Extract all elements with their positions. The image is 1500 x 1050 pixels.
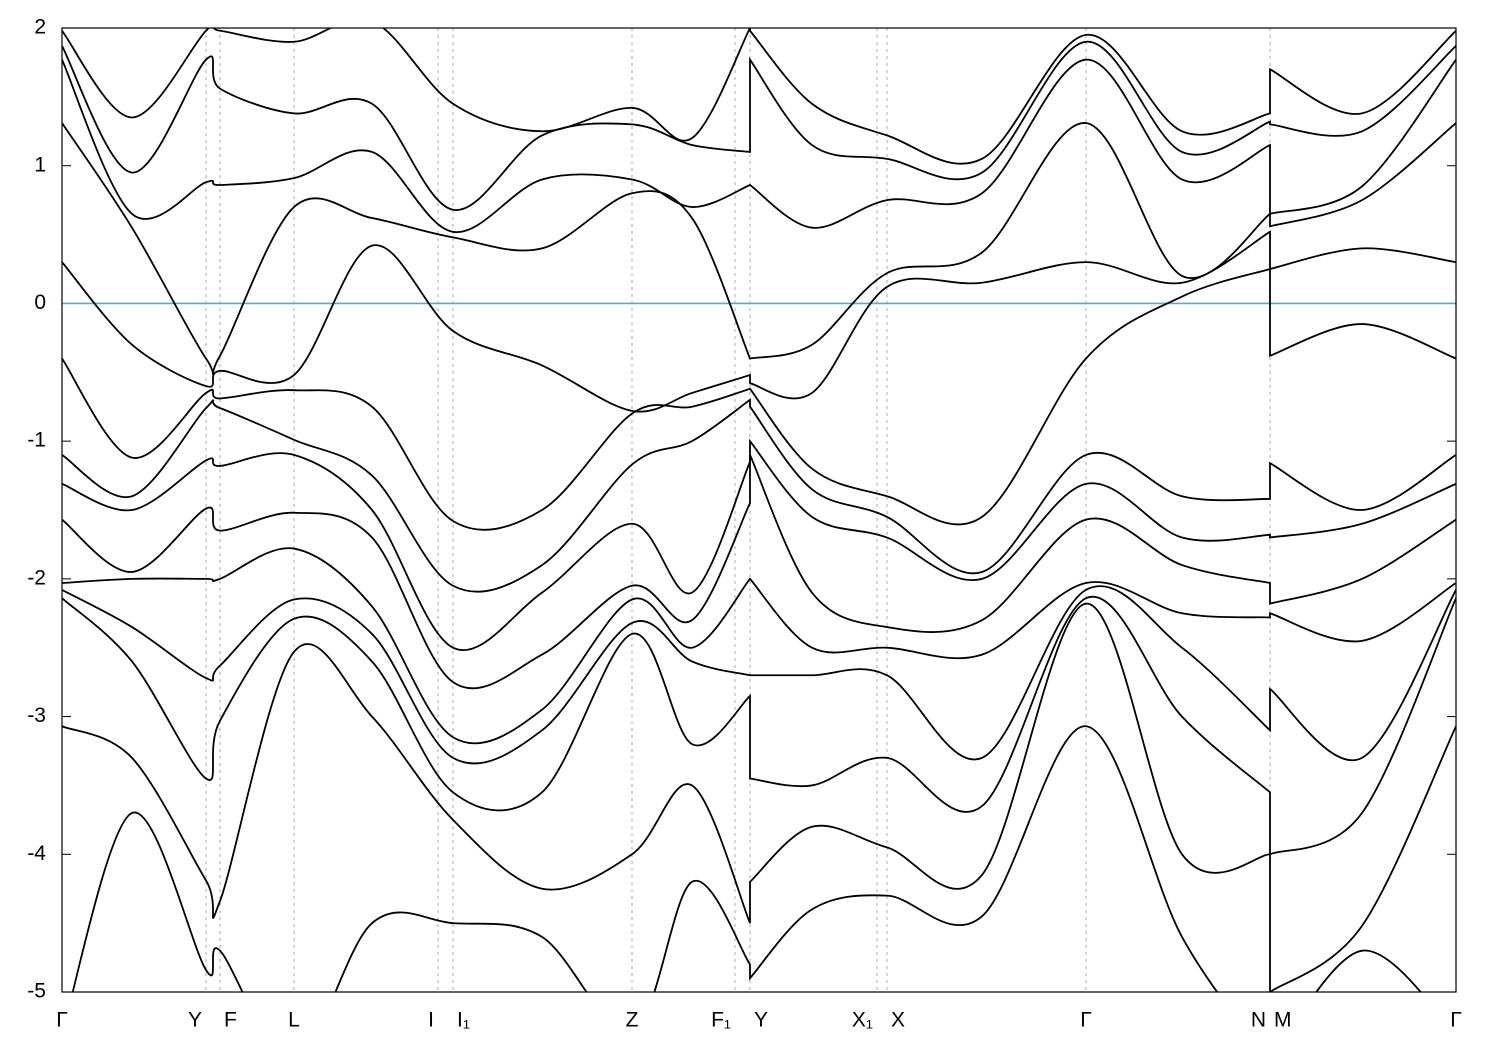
- bands: [62, 28, 1456, 992]
- band-line: [62, 602, 1456, 992]
- band-line: [62, 438, 1456, 651]
- band-line: [62, 595, 1456, 856]
- band-line: [62, 398, 1456, 593]
- band-line: [62, 454, 1456, 690]
- plot-frame: [61, 27, 1457, 993]
- x-tick-label: Γ: [1450, 1009, 1462, 1032]
- y-tick-label: -4: [27, 842, 46, 865]
- x-tick-label: I: [428, 1009, 434, 1032]
- x-tick-label: F₁: [711, 1009, 731, 1032]
- x-tick-label: L: [288, 1009, 300, 1032]
- x-tick-label: Γ: [1080, 1009, 1092, 1032]
- x-tick-label: Z: [626, 1009, 639, 1032]
- x-tick-label: X: [891, 1009, 905, 1032]
- band-line: [62, 122, 1456, 376]
- y-tick-label: -2: [27, 566, 46, 589]
- band-line: [62, 58, 1456, 233]
- band-line: [62, 267, 1456, 531]
- y-tick-label: 0: [34, 291, 46, 314]
- x-tick-label: Y: [754, 1009, 768, 1032]
- band-line: [71, 725, 1422, 992]
- y-tick-label: -3: [27, 704, 46, 727]
- band-line: [62, 230, 1456, 413]
- x-tick-label: X₁: [852, 1009, 873, 1032]
- y-tick-label: 1: [34, 153, 46, 176]
- band-line: [62, 28, 1456, 165]
- band-line: [62, 40, 1456, 211]
- x-tick-label: F: [224, 1009, 237, 1032]
- x-tick-label: I₁: [457, 1009, 470, 1032]
- y-tick-label: 2: [34, 16, 46, 39]
- y-tick-label: -5: [27, 980, 46, 1003]
- x-tick-label: Γ: [56, 1009, 68, 1032]
- band-line: [62, 547, 1456, 745]
- y-tick-label: -1: [27, 429, 46, 452]
- x-tick-label: N: [1251, 1009, 1266, 1032]
- band-line: [62, 585, 1456, 765]
- x-tick-label: Y: [188, 1009, 202, 1032]
- x-tick-label: M: [1274, 1009, 1292, 1032]
